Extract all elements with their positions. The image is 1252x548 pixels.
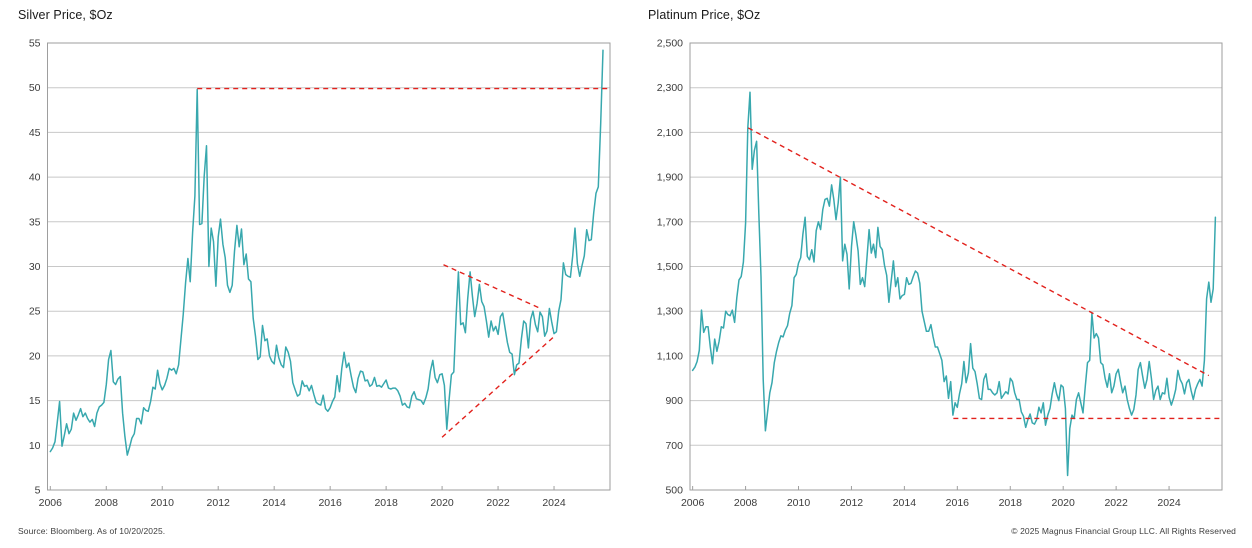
y-axis-label: 1,700	[657, 216, 683, 228]
y-axis-label: 2,500	[657, 38, 683, 50]
platinum-chart-title: Platinum Price, $Oz	[648, 8, 761, 22]
x-axis-label: 2024	[1157, 497, 1181, 509]
plot-border	[47, 42, 611, 491]
y-axis-label: 20	[29, 350, 41, 362]
x-axis-label: 2016	[946, 497, 970, 509]
x-axis-label: 2020	[430, 497, 454, 509]
x-axis-label: 2018	[999, 497, 1023, 509]
x-axis-label: 2006	[681, 497, 705, 509]
y-axis-label: 5	[35, 485, 41, 497]
y-axis-label: 2,300	[657, 82, 683, 94]
x-axis-label: 2014	[262, 497, 286, 509]
y-axis-label: 1,100	[657, 350, 683, 362]
y-axis-label: 50	[29, 82, 41, 94]
x-axis-label: 2018	[374, 497, 398, 509]
x-axis-label: 2008	[734, 497, 758, 509]
y-axis-label: 40	[29, 172, 41, 184]
silver-chart-title: Silver Price, $Oz	[18, 8, 113, 22]
y-axis-label: 25	[29, 306, 41, 318]
platinum-price-line	[691, 91, 1217, 477]
x-axis-label: 2012	[207, 497, 231, 509]
y-axis-label: 15	[29, 395, 41, 407]
y-axis-label: 1,300	[657, 306, 683, 318]
y-axis-label: 900	[665, 395, 683, 407]
y-axis-label: 55	[29, 38, 41, 50]
x-axis-label: 2022	[1104, 497, 1128, 509]
copyright-note: © 2025 Magnus Financial Group LLC. All R…	[1011, 526, 1236, 536]
y-axis-label: 2,100	[657, 127, 683, 139]
y-axis-label: 700	[665, 440, 683, 452]
y-axis-label: 500	[665, 485, 683, 497]
plot-border	[689, 42, 1223, 491]
y-axis-label: 1,900	[657, 172, 683, 184]
silver-price-line	[49, 49, 604, 456]
x-axis-label: 2020	[1052, 497, 1076, 509]
x-axis-label: 2010	[787, 497, 811, 509]
y-axis-label: 30	[29, 261, 41, 273]
x-axis-label: 2014	[893, 497, 917, 509]
source-note: Source: Bloomberg. As of 10/20/2025.	[18, 526, 166, 536]
x-axis-label: 2008	[95, 497, 119, 509]
x-axis-label: 2024	[542, 497, 566, 509]
platinum-price-chart: 2,500 2,300 2,100 1,900 1,700 1,500 1,300 1,100…	[657, 38, 1223, 509]
silver-chart-panel: Silver Price, $Oz 55 50 45 40 35 30 25 20 15 10 5 2…	[18, 8, 611, 509]
platinum-descending-trendline	[747, 127, 1210, 377]
x-axis-label: 2016	[318, 497, 342, 509]
x-axis-label: 2006	[39, 497, 63, 509]
y-axis-label: 35	[29, 216, 41, 228]
platinum-chart-panel: Platinum Price, $Oz 2,500 2,300 2,100 1,900…	[626, 0, 1252, 548]
x-axis-label: 2012	[840, 497, 864, 509]
y-axis-label: 1,500	[657, 261, 683, 273]
x-axis-label: 2010	[151, 497, 175, 509]
y-axis-label: 10	[29, 440, 41, 452]
y-axis-label: 45	[29, 127, 41, 139]
x-axis-label: 2022	[486, 497, 510, 509]
silver-ascending-trendline	[441, 334, 556, 438]
